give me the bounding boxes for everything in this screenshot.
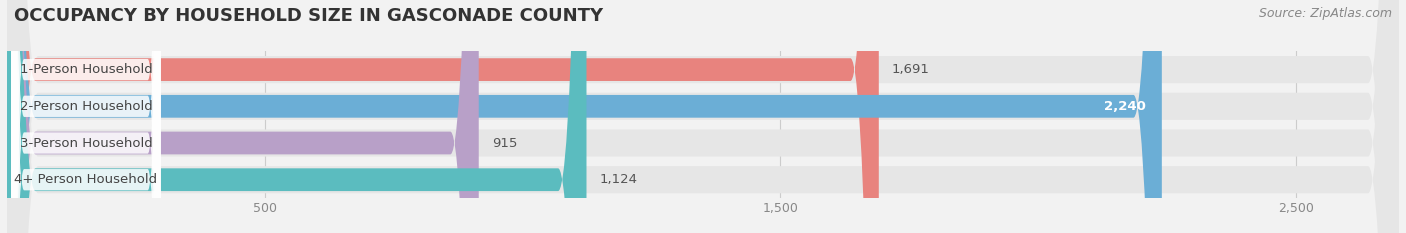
Text: Source: ZipAtlas.com: Source: ZipAtlas.com	[1258, 7, 1392, 20]
FancyBboxPatch shape	[7, 0, 1399, 233]
Text: 1,124: 1,124	[599, 173, 637, 186]
FancyBboxPatch shape	[7, 0, 1161, 233]
FancyBboxPatch shape	[11, 0, 160, 233]
Text: 2,240: 2,240	[1105, 100, 1146, 113]
FancyBboxPatch shape	[11, 0, 160, 233]
Text: 2-Person Household: 2-Person Household	[20, 100, 152, 113]
Text: 1-Person Household: 1-Person Household	[20, 63, 152, 76]
FancyBboxPatch shape	[7, 0, 1399, 233]
FancyBboxPatch shape	[11, 0, 160, 233]
Text: OCCUPANCY BY HOUSEHOLD SIZE IN GASCONADE COUNTY: OCCUPANCY BY HOUSEHOLD SIZE IN GASCONADE…	[14, 7, 603, 25]
FancyBboxPatch shape	[7, 0, 1399, 233]
Text: 3-Person Household: 3-Person Household	[20, 137, 152, 150]
FancyBboxPatch shape	[7, 0, 1399, 233]
FancyBboxPatch shape	[7, 0, 879, 233]
Text: 4+ Person Household: 4+ Person Household	[14, 173, 157, 186]
FancyBboxPatch shape	[7, 0, 586, 233]
Text: 1,691: 1,691	[891, 63, 929, 76]
FancyBboxPatch shape	[11, 0, 160, 233]
FancyBboxPatch shape	[7, 0, 478, 233]
Text: 915: 915	[492, 137, 517, 150]
